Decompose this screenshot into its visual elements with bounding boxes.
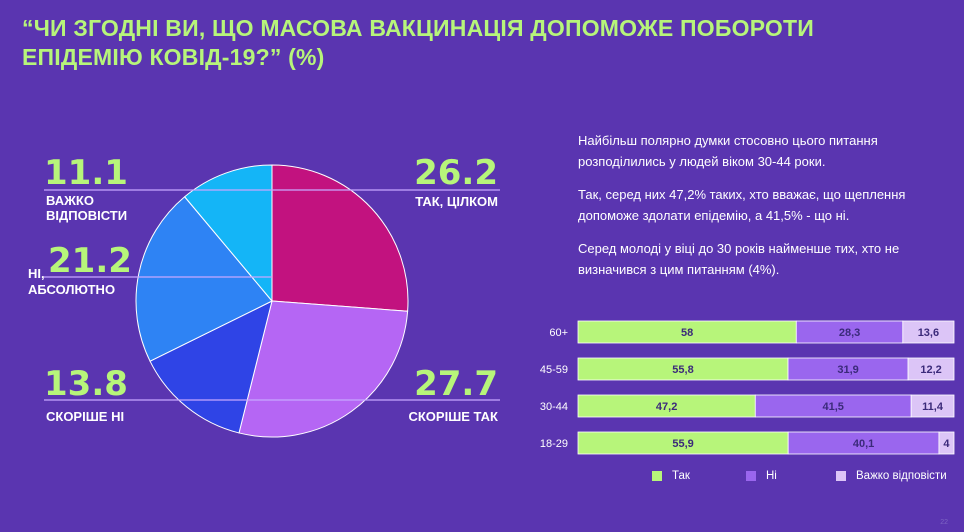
- description-paragraph-3: Серед молоді у віці до 30 років найменше…: [578, 241, 900, 277]
- legend-swatch-vazhko: [836, 471, 846, 481]
- bar-segment-2: [938, 431, 955, 455]
- bar-value-label: 47,2: [656, 401, 677, 413]
- bar-category-label: 60+: [549, 327, 568, 339]
- pie-chart: 11.1 ВАЖКО ВІДПОВІСТИ НІ, 21.2 АБСОЛЮТНО…: [28, 153, 500, 438]
- legend-label-vazhko: Важко відповісти: [856, 470, 947, 482]
- pie-label-vazhko-line1: ВАЖКО: [46, 193, 94, 208]
- age-bar-chart: 60+ 58 28,3 13,6 45-59 55,8 31,9 12,2 30-44 47,2 4…: [540, 320, 955, 455]
- pie-value-ni: 21.2: [48, 241, 132, 281]
- pie-label-ni-line2: АБСОЛЮТНО: [28, 282, 115, 297]
- bar-value-label: 55,8: [672, 364, 693, 376]
- pie-label-vazhko-line2: ВІДПОВІСТИ: [46, 208, 127, 223]
- bar-category-label: 18-29: [540, 438, 568, 450]
- bar-value-label: 13,6: [918, 327, 939, 339]
- bar-value-label: 58: [681, 327, 693, 339]
- legend-item-ni: Ні: [746, 470, 777, 482]
- bar-category-label: 45-59: [540, 364, 568, 376]
- bar-category-label: 30-44: [540, 401, 568, 413]
- pie-slice-3: [135, 196, 273, 362]
- description-paragraph-1: Найбільш полярно думки стосовно цього пи…: [578, 133, 878, 169]
- pie-label-tak-tsilkom: ТАК, ЦІЛКОМ: [415, 194, 498, 209]
- page-title: “ЧИ ЗГОДНІ ВИ, ЩО МАСОВА ВАКЦИНАЦІЯ ДОПО…: [22, 15, 815, 70]
- legend-label-tak: Так: [672, 470, 690, 482]
- pie-value-tak-tsilkom: 26.2: [414, 153, 498, 193]
- pie-slice-4: [183, 164, 273, 303]
- page-number: 22: [940, 519, 948, 526]
- legend-swatch-ni: [746, 471, 756, 481]
- pie-label-skorishe-tak: СКОРІШЕ ТАК: [408, 409, 498, 424]
- pie-label-skorishe-ni: СКОРІШЕ НІ: [46, 409, 124, 424]
- bar-legend: Так Ні Важко відповісти: [652, 470, 952, 486]
- pie-value-vazhko: 11.1: [44, 153, 128, 193]
- description: Найбільш полярно думки стосовно цього пи…: [578, 130, 938, 292]
- bar-value-label: 4: [943, 438, 950, 450]
- bar-value-label: 55,9: [672, 438, 693, 450]
- pie-slice-1: [238, 300, 409, 438]
- bar-segment-2: [910, 394, 955, 418]
- legend-label-ni: Ні: [766, 470, 777, 482]
- pie-value-skorishe-tak: 27.7: [414, 364, 498, 404]
- pie-slice-0: [271, 164, 409, 312]
- legend-swatch-tak: [652, 471, 662, 481]
- bar-value-label: 40,1: [853, 438, 874, 450]
- bar-value-label: 41,5: [823, 401, 844, 413]
- bar-value-label: 12,2: [920, 364, 941, 376]
- description-paragraph-2: Так, серед них 47,2% таких, хто вважає, …: [578, 187, 906, 223]
- bar-segment-2: [907, 357, 955, 381]
- bar-segment-2: [902, 320, 955, 344]
- bar-value-label: 11,4: [922, 401, 944, 413]
- legend-item-tak: Так: [652, 470, 690, 482]
- legend-item-vazhko: Важко відповісти: [836, 470, 947, 482]
- pie-label-ni-line1: НІ,: [28, 266, 45, 281]
- bar-value-label: 28,3: [839, 327, 860, 339]
- pie-value-skorishe-ni: 13.8: [44, 364, 128, 404]
- bar-value-label: 31,9: [837, 364, 858, 376]
